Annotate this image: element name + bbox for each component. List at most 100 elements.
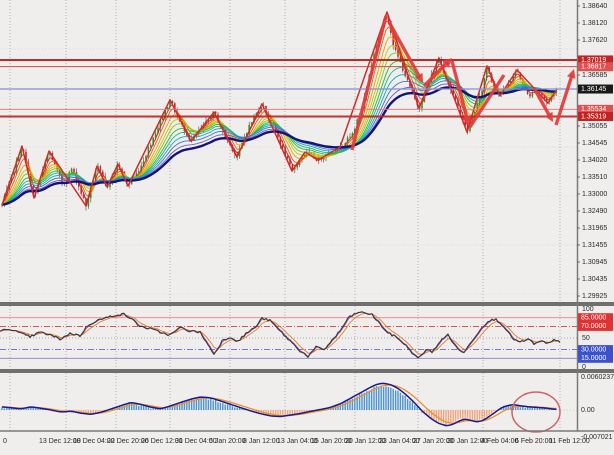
time-label: 26 Dec 12:00 (141, 438, 183, 445)
macd-histogram-bar (534, 406, 536, 410)
time-label: 23 Jan 04:00 (379, 438, 420, 445)
macd-histogram-bar (414, 405, 416, 410)
candle-body (272, 122, 274, 125)
trend-arrowhead[interactable] (414, 72, 423, 83)
macd-histogram-bar (272, 410, 274, 415)
macd-histogram-bar (282, 410, 284, 415)
trend-arrow[interactable] (554, 74, 574, 126)
candle-body (294, 167, 296, 170)
candle-body (510, 81, 512, 84)
macd-histogram-bar (183, 401, 186, 410)
macd-histogram-bar (8, 406, 10, 410)
candle-body (15, 160, 18, 172)
macd-histogram-bar (128, 402, 130, 410)
macd-histogram-bar (37, 407, 39, 410)
macd-histogram-bar (10, 407, 13, 410)
macd-histogram-bar (306, 410, 308, 413)
macd-histogram-bar (339, 403, 342, 410)
macd-histogram-bar (188, 399, 190, 410)
candle-body (270, 117, 272, 123)
candle-body (30, 172, 32, 187)
candle-body (116, 165, 118, 172)
macd-histogram-bar (250, 410, 253, 411)
oscillator-panel[interactable] (0, 306, 577, 369)
candle-body (87, 198, 90, 207)
macd-panel[interactable] (0, 373, 577, 431)
macd-histogram-bar (85, 410, 87, 415)
panel-separator[interactable] (0, 302, 614, 306)
trend-arrow[interactable] (450, 60, 470, 121)
candle-body (99, 166, 102, 172)
macd-histogram-bar (164, 407, 166, 410)
macd-histogram-bar (229, 404, 231, 410)
macd-histogram-bar (226, 404, 229, 410)
candle-body (531, 93, 534, 97)
macd-histogram-bar (517, 405, 519, 410)
macd-histogram-bar (22, 408, 25, 410)
macd-histogram-bar (466, 410, 469, 419)
macd-histogram-bar (298, 410, 301, 414)
macd-histogram-bar (255, 410, 258, 414)
candle-body (514, 70, 517, 77)
macd-histogram-bar (303, 410, 306, 413)
candle-body (459, 106, 462, 116)
candle-body (32, 186, 34, 194)
candle-body (162, 117, 164, 121)
trend-arrowhead[interactable] (567, 69, 576, 79)
current-price-label: 1.36145 (581, 86, 606, 93)
trend-arrowhead[interactable] (544, 111, 553, 122)
macd-histogram-bar (94, 410, 97, 414)
candle-body (42, 169, 44, 178)
price-scale[interactable]: 1.38640 1.38120 1.37620 1.36585 1.35055 1.345… (577, 3, 614, 441)
trend-arrow[interactable] (422, 61, 449, 88)
macd-histogram-bar (531, 408, 534, 410)
candle-body (56, 164, 58, 170)
panel-separator[interactable] (0, 369, 614, 373)
macd-histogram-bar (133, 404, 135, 410)
candle-body (478, 96, 481, 104)
main-price-panel[interactable] (0, 0, 577, 302)
macd-histogram-bar (370, 389, 373, 410)
macd-histogram-bar (438, 410, 440, 422)
candle-body (274, 124, 277, 132)
trend-arrow[interactable] (468, 74, 506, 128)
macd-histogram-bar (476, 410, 478, 421)
macd-histogram-bar (337, 404, 339, 410)
candle-body (130, 180, 133, 185)
candle-body (212, 111, 214, 119)
time-label: 31 Dec 04:00 (175, 438, 217, 445)
macd-histogram-bar (205, 398, 207, 410)
macd-ellipse-annotation[interactable] (511, 391, 561, 433)
trend-arrowhead[interactable] (462, 116, 472, 126)
macd-histogram-bar (75, 410, 78, 412)
macd-histogram-bar (555, 409, 558, 410)
macd-histogram-bar (27, 407, 30, 410)
macd-histogram-bar (258, 410, 260, 415)
candle-body (493, 81, 495, 88)
trend-arrow[interactable] (387, 21, 422, 79)
candle-body (476, 103, 478, 112)
macd-histogram-bar (483, 410, 486, 419)
trend-arrowhead[interactable] (442, 58, 453, 68)
candle-body (433, 70, 435, 75)
macd-histogram-bar (224, 404, 226, 410)
oscillator-tick-label: 100 (582, 306, 594, 313)
macd-histogram-bar (428, 410, 430, 418)
trend-arrow[interactable] (350, 15, 388, 151)
time-label: 0 (3, 438, 7, 445)
macd-histogram-bar (493, 410, 495, 411)
macd-histogram-bar (212, 400, 214, 410)
macd-histogram-bar (522, 406, 524, 410)
macd-histogram-bar (356, 396, 358, 410)
candle-body (507, 83, 510, 88)
macd-histogram-bar (6, 407, 8, 410)
candle-body (166, 107, 169, 111)
candle-body (438, 59, 440, 64)
macd-histogram-bar (34, 408, 37, 410)
candle-body (505, 87, 507, 89)
candle-body (94, 171, 97, 181)
candle-body (147, 147, 150, 156)
trend-arrow[interactable] (532, 87, 552, 118)
